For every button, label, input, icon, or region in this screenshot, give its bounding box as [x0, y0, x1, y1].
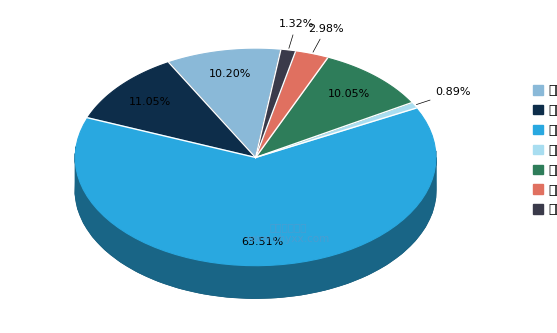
Text: 1.32%: 1.32% [278, 19, 314, 48]
Polygon shape [75, 154, 436, 298]
Text: 2.98%: 2.98% [308, 24, 344, 52]
Polygon shape [256, 52, 328, 158]
Text: 10.05%: 10.05% [328, 89, 370, 99]
Polygon shape [169, 49, 281, 158]
Text: 11.05%: 11.05% [129, 97, 171, 107]
Text: 中国产业信息
www.chyxx.com: 中国产业信息 www.chyxx.com [246, 222, 330, 244]
Polygon shape [75, 147, 436, 298]
Polygon shape [88, 63, 256, 158]
Text: 63.51%: 63.51% [241, 237, 284, 247]
Ellipse shape [75, 82, 436, 298]
Polygon shape [256, 103, 416, 158]
Legend: 华北, 东北, 华东, 华中, 华南, 西南, 西北: 华北, 东北, 华东, 华中, 华南, 西南, 西北 [534, 84, 557, 216]
Polygon shape [256, 58, 411, 158]
Text: 0.89%: 0.89% [417, 88, 471, 105]
Polygon shape [75, 108, 436, 266]
Text: 10.20%: 10.20% [209, 70, 251, 80]
Polygon shape [256, 50, 295, 158]
